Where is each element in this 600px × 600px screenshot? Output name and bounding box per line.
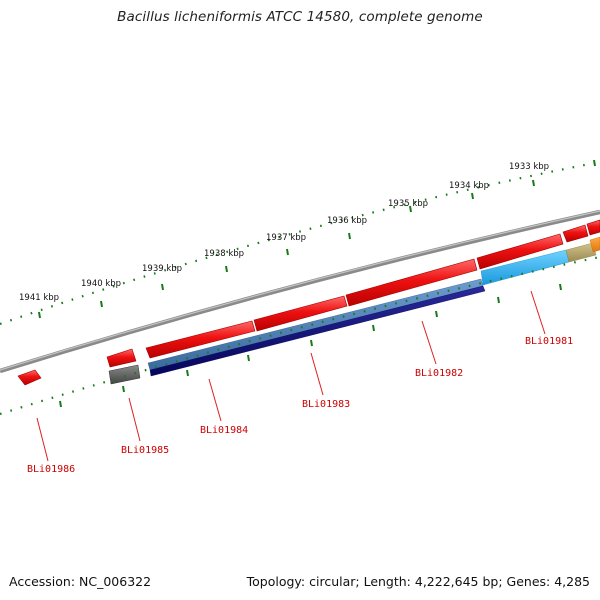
gene-forward-small-2 bbox=[586, 219, 600, 236]
kbp-label: 1933 kbp bbox=[509, 162, 549, 172]
gene-BLi01982-forward bbox=[345, 258, 478, 307]
inner-major-tick bbox=[372, 324, 375, 332]
gene-BLi01986 bbox=[17, 369, 42, 386]
gene-BLi01983-forward bbox=[253, 295, 348, 332]
major-tick bbox=[409, 205, 412, 213]
label-leaders bbox=[36, 290, 546, 462]
major-tick bbox=[161, 283, 164, 291]
leader-BLi01981 bbox=[530, 290, 546, 335]
kbp-label: 1940 kbp bbox=[81, 279, 121, 289]
gene-label[interactable]: BLi01986 bbox=[27, 464, 75, 475]
gene-BLi01981-forward bbox=[476, 233, 564, 270]
inner-ruler-dots bbox=[0, 255, 600, 416]
inner-major-tick bbox=[310, 339, 313, 347]
leader-BLi01983 bbox=[310, 352, 324, 396]
gene-forward-small-1 bbox=[562, 224, 589, 243]
orange-feature bbox=[589, 236, 600, 253]
gene-labels: BLi01981 BLi01982 BLi01983 BLi01984 BLi0… bbox=[27, 336, 573, 475]
kbp-label: 1934 kbp bbox=[449, 181, 489, 191]
gene-label[interactable]: BLi01984 bbox=[200, 425, 248, 436]
kbp-label: 1939 kbp bbox=[142, 264, 182, 274]
inner-major-tick bbox=[186, 369, 189, 377]
major-tick bbox=[532, 179, 535, 187]
ruler-labels: 1933 kbp 1934 kbp 1935 kbp 1936 kbp 1937… bbox=[19, 162, 549, 303]
major-tick bbox=[348, 232, 351, 240]
navy-feature bbox=[149, 285, 486, 377]
khaki-feature bbox=[565, 242, 597, 263]
kbp-label: 1936 kbp bbox=[327, 216, 367, 226]
leader-BLi01982 bbox=[421, 320, 437, 365]
major-tick bbox=[38, 311, 41, 319]
major-tick bbox=[471, 192, 474, 200]
genome-backbone bbox=[0, 209, 600, 374]
inner-major-tick bbox=[435, 310, 438, 318]
major-tick bbox=[286, 248, 289, 256]
gene-label[interactable]: BLi01981 bbox=[525, 336, 573, 347]
major-tick bbox=[593, 159, 596, 167]
inner-major-tick bbox=[122, 385, 125, 393]
leader-BLi01984 bbox=[208, 378, 222, 422]
genome-stats-text: Topology: circular; Length: 4,222,645 bp… bbox=[246, 574, 590, 589]
forward-genes bbox=[17, 219, 600, 386]
kbp-label: 1938 kbp bbox=[204, 249, 244, 259]
gene-label[interactable]: BLi01985 bbox=[121, 445, 169, 456]
major-tick bbox=[100, 300, 103, 308]
inner-ruler bbox=[0, 255, 600, 416]
kbp-label: 1941 kbp bbox=[19, 293, 59, 303]
outer-ruler bbox=[0, 159, 600, 326]
inner-major-tick bbox=[559, 283, 562, 291]
major-tick bbox=[225, 265, 228, 273]
kbp-label: 1935 kbp bbox=[388, 199, 428, 209]
gene-label[interactable]: BLi01983 bbox=[302, 399, 350, 410]
accession-text: Accession: NC_006322 bbox=[9, 574, 152, 589]
gene-label[interactable]: BLi01982 bbox=[415, 368, 463, 379]
gene-BLi01984-forward bbox=[145, 320, 256, 359]
gray-feature bbox=[108, 364, 141, 385]
inner-major-tick bbox=[247, 354, 250, 362]
annotation-tracks bbox=[108, 236, 600, 385]
genome-backbone-highlight bbox=[0, 210, 600, 371]
inner-major-tick bbox=[59, 400, 62, 408]
map-title: Bacillus licheniformis ATCC 14580, compl… bbox=[117, 9, 483, 25]
inner-major-tick bbox=[497, 296, 500, 304]
gene-BLi01985-forward bbox=[106, 348, 137, 368]
leader-BLi01986 bbox=[36, 417, 49, 462]
kbp-label: 1937 kbp bbox=[266, 233, 306, 243]
outer-ruler-dots bbox=[0, 160, 600, 326]
leader-BLi01985 bbox=[128, 397, 141, 442]
